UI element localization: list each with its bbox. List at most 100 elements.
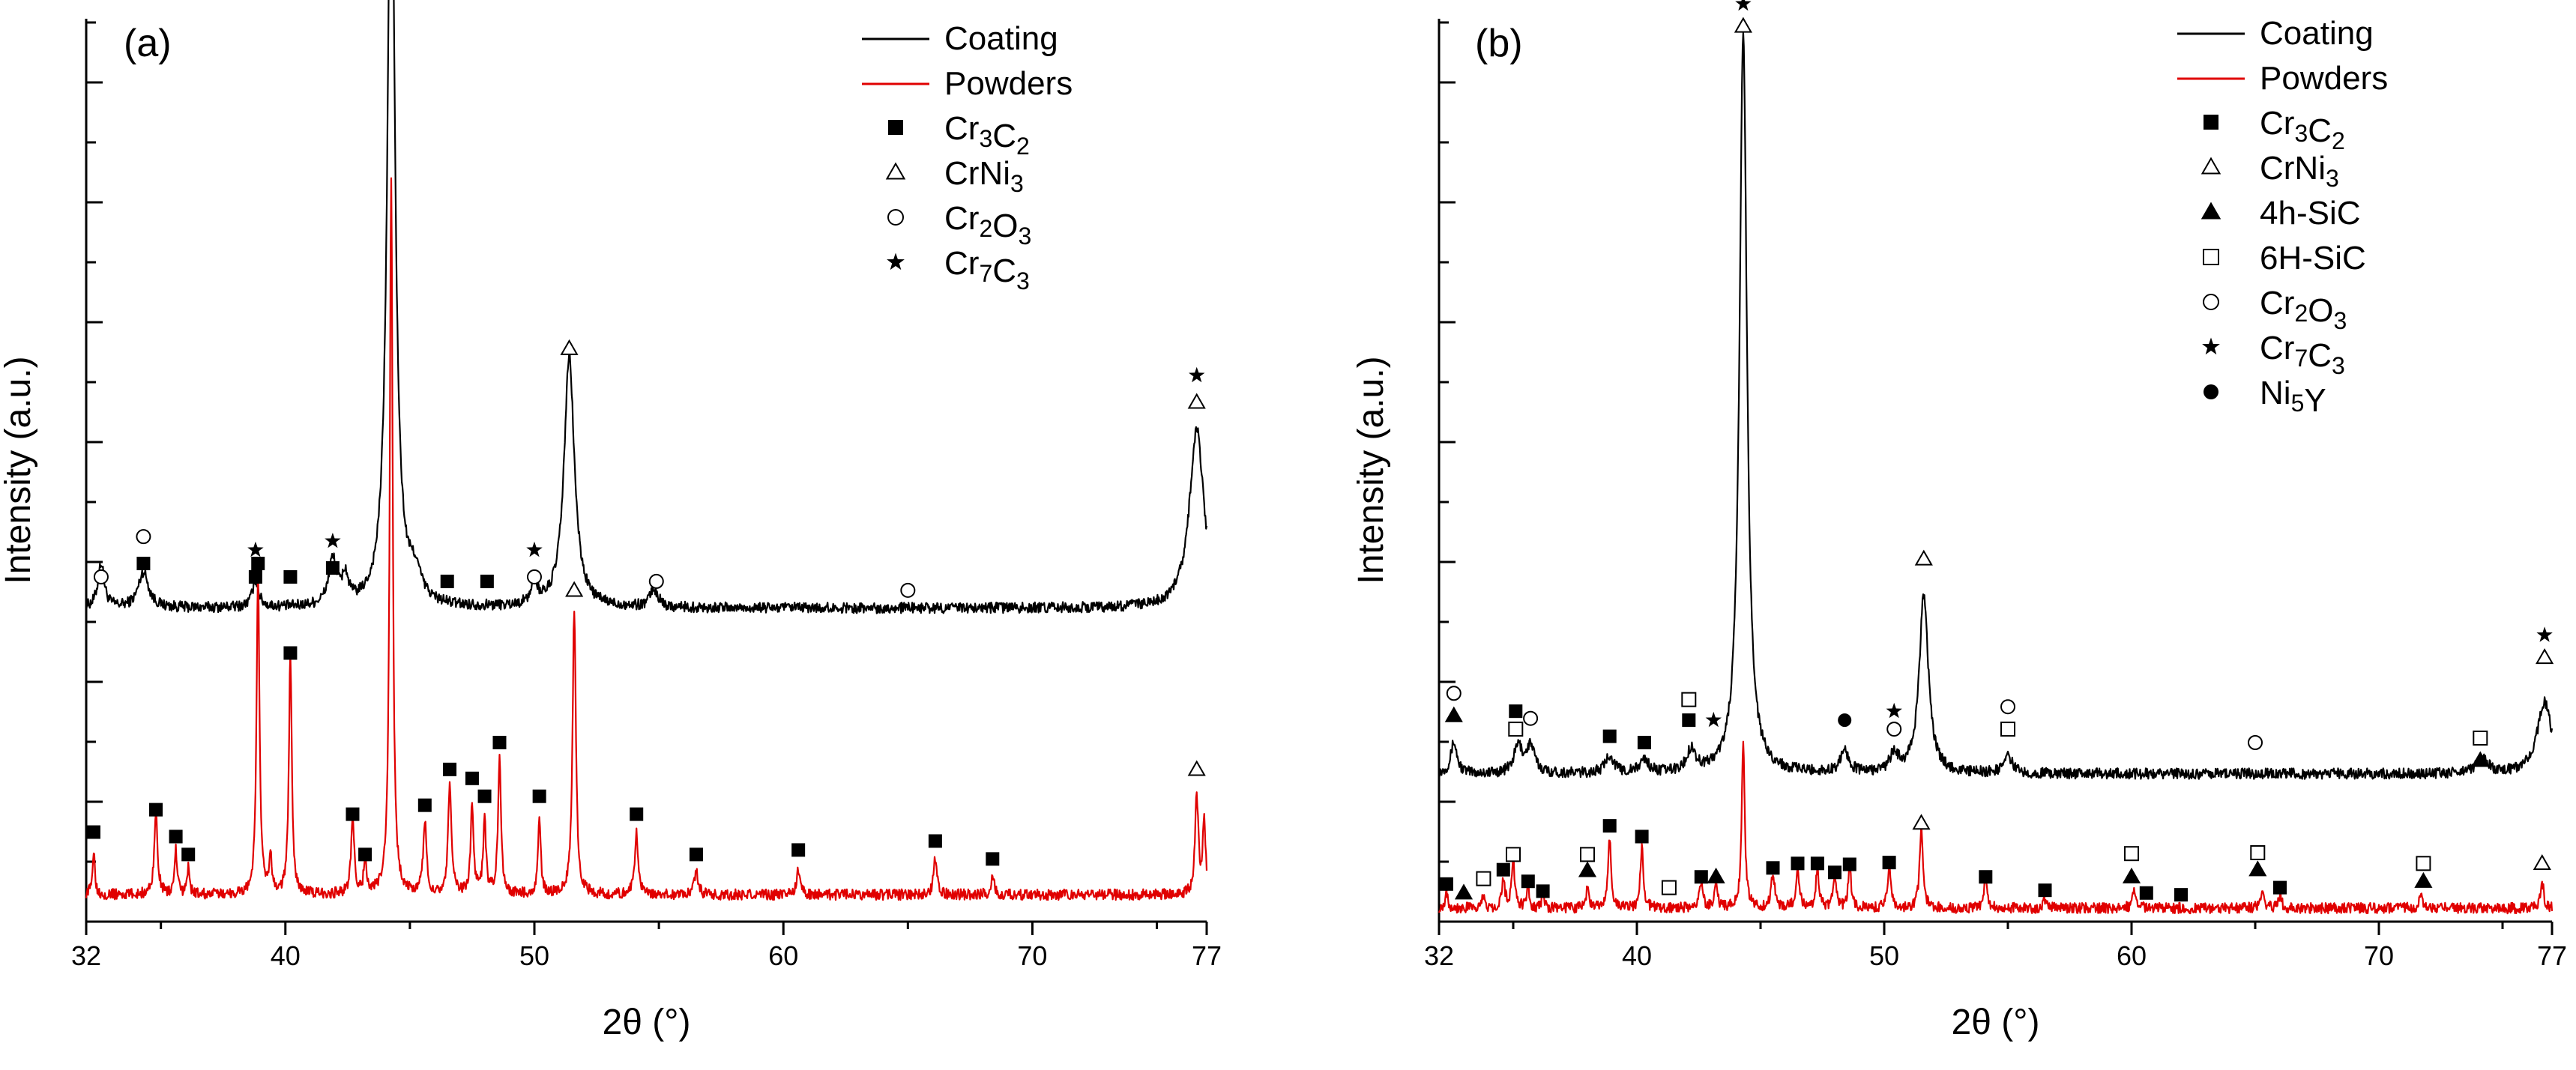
legend-label: 4h-SiC <box>2260 195 2361 232</box>
square-marker <box>1979 870 1993 884</box>
square-marker <box>465 771 479 785</box>
circle-marker <box>1886 722 1902 737</box>
square-marker <box>1635 829 1649 844</box>
square-marker <box>325 560 340 575</box>
legend-label-coating: Coating <box>944 20 1058 57</box>
x-tick-label: 70 <box>1017 940 1047 971</box>
square-marker <box>1810 856 1824 871</box>
star-marker <box>1886 702 1902 719</box>
triangle-marker <box>1912 814 1931 830</box>
filled-triangle-marker <box>2414 871 2433 888</box>
formula-part: Y <box>2304 382 2326 419</box>
legend-marker <box>2201 202 2221 220</box>
x-tick-label: 50 <box>519 940 549 971</box>
legend-marker <box>885 162 906 180</box>
formula-part: Cr <box>2260 105 2294 142</box>
square-marker <box>1882 856 1896 870</box>
subscript: 7 <box>2294 345 2308 372</box>
legend-label-coating: Coating <box>2260 15 2374 52</box>
formula-part: C <box>2308 337 2332 374</box>
open-square-marker <box>2473 731 2488 746</box>
square-marker <box>1791 856 1805 871</box>
legend-marker <box>2204 115 2218 130</box>
filled-circle-marker <box>1838 713 1852 728</box>
formula-part: C <box>992 253 1016 289</box>
legend: CoatingPowdersCr3C2CrNi34h-SiC6H-SiCCr2O… <box>2177 15 2388 419</box>
star-marker <box>247 541 264 557</box>
legend-label-powders: Powders <box>944 65 1073 102</box>
triangle-marker <box>1187 760 1206 776</box>
formula-part: CrNi <box>2260 150 2326 187</box>
circle-marker <box>1523 710 1539 726</box>
filled-triangle-marker <box>2122 867 2141 883</box>
circle-marker <box>136 529 151 545</box>
square-marker <box>1602 729 1617 743</box>
legend-marker <box>887 253 905 270</box>
x-tick-label: 40 <box>1622 940 1652 971</box>
square-marker <box>86 825 100 839</box>
triangle-marker <box>2536 648 2554 665</box>
legend-marker <box>2201 157 2221 175</box>
triangle-marker <box>560 339 579 355</box>
subscript: 7 <box>979 260 992 287</box>
y-axis-label: Intensity (a.u.) <box>0 356 38 584</box>
formula-part: C <box>2308 112 2332 149</box>
open-square-marker <box>2416 856 2431 871</box>
y-axis-label: Intensity (a.u.) <box>1351 356 1391 584</box>
legend-marker <box>2203 294 2219 310</box>
square-marker <box>1602 819 1617 833</box>
square-marker <box>928 834 942 848</box>
filled-triangle-marker <box>2248 860 2267 877</box>
square-marker <box>1828 865 1841 880</box>
x-tick-label: 77 <box>2537 940 2567 971</box>
square-marker <box>480 574 494 588</box>
x-tick-label: 60 <box>768 940 798 971</box>
filled-triangle-marker <box>1707 867 1725 883</box>
square-marker <box>136 557 151 570</box>
legend-label: CrNi3 <box>2260 150 2339 192</box>
star-marker <box>325 532 341 548</box>
circle-marker <box>2000 699 2015 715</box>
square-marker <box>1509 704 1523 719</box>
x-tick-label: 32 <box>1424 940 1454 971</box>
formula-part: 4h-SiC <box>2260 195 2361 232</box>
legend-label: Cr2O3 <box>2260 285 2347 334</box>
x-tick-label: 50 <box>1869 940 1899 971</box>
triangle-marker <box>2533 853 2551 870</box>
square-marker <box>2038 883 2052 898</box>
subscript: 3 <box>2326 165 2339 192</box>
triangle-marker <box>1187 393 1206 409</box>
triangle-marker <box>565 581 584 597</box>
x-tick-label: 40 <box>271 940 301 971</box>
legend-label: Cr3C2 <box>2260 105 2345 154</box>
legend-label: 6H-SiC <box>2260 240 2366 276</box>
square-marker <box>2139 886 2153 900</box>
filled-triangle-marker <box>1578 861 1597 877</box>
open-square-marker <box>1681 692 1697 707</box>
legend-marker <box>888 120 903 135</box>
legend-label: Ni5Y <box>2260 375 2326 419</box>
legend-label: Cr7C3 <box>944 245 1030 294</box>
square-marker <box>346 807 360 821</box>
legend-marker <box>2203 249 2219 265</box>
square-marker <box>358 847 372 862</box>
square-marker <box>2273 880 2287 895</box>
open-square-marker <box>2250 844 2266 860</box>
square-marker <box>443 762 457 776</box>
triangle-marker <box>1734 16 1752 33</box>
star-marker <box>2536 626 2553 642</box>
formula-part: Cr <box>944 200 979 237</box>
formula-part: Cr <box>944 245 979 282</box>
square-marker <box>1521 874 1535 889</box>
square-marker <box>181 847 196 862</box>
filled-triangle-marker <box>1444 706 1463 722</box>
open-square-marker <box>1508 722 1524 737</box>
square-marker <box>440 574 454 588</box>
subscript: 2 <box>2332 127 2345 154</box>
open-square-marker <box>2124 846 2139 862</box>
square-marker <box>1637 736 1651 749</box>
